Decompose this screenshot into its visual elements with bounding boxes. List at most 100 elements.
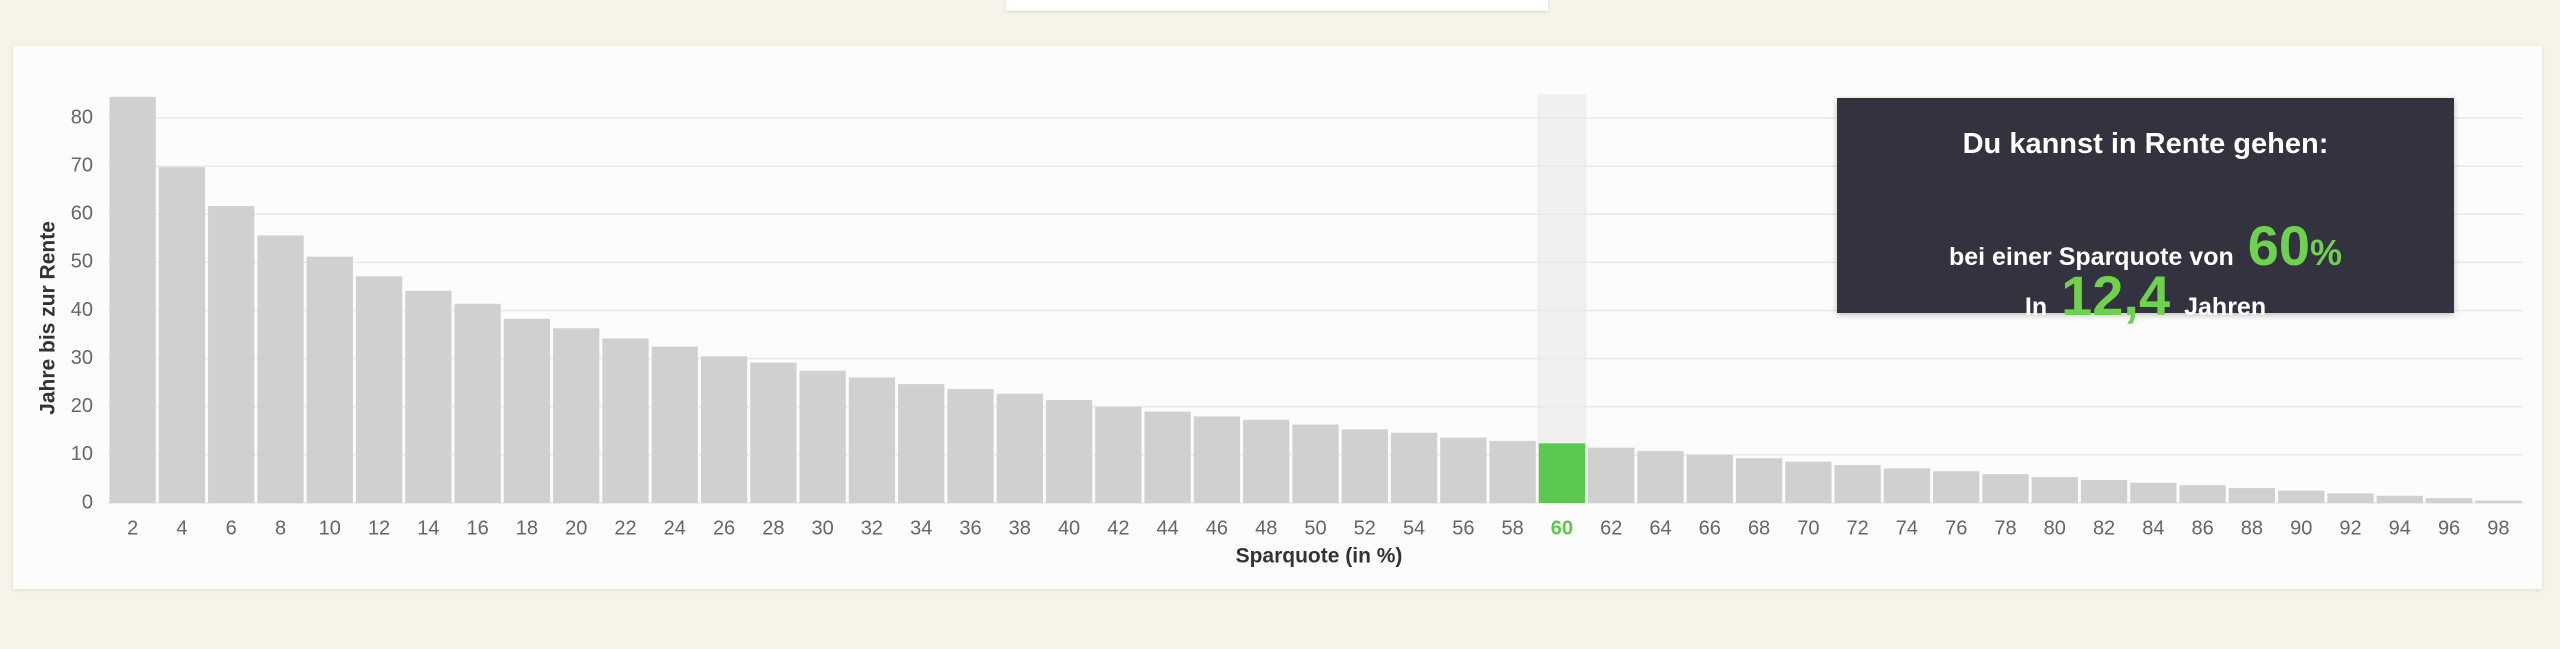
y-tick-label: 30 [71, 347, 93, 369]
x-tick-label: 28 [762, 517, 784, 539]
x-tick-label: 20 [565, 517, 587, 539]
x-tick-label: 32 [861, 517, 883, 539]
info-text: Jahren [2184, 293, 2267, 321]
x-tick-label: 34 [910, 517, 932, 539]
x-tick-label: 68 [1748, 517, 1770, 539]
x-tick-label: 52 [1354, 517, 1376, 539]
x-tick-label: 6 [226, 517, 237, 539]
x-tick-label: 84 [2142, 517, 2164, 539]
bar [2376, 495, 2423, 503]
bar [2475, 500, 2522, 503]
bar [1292, 424, 1339, 503]
x-tick-label: 10 [319, 517, 341, 539]
y-tick-label: 70 [71, 154, 93, 176]
bar [2327, 493, 2374, 503]
bar [1933, 471, 1980, 503]
x-tick-label: 36 [959, 517, 981, 539]
bar [1144, 411, 1191, 503]
x-tick-label: 96 [2438, 517, 2460, 539]
x-axis-title: Sparquote (in %) [1236, 545, 1403, 568]
bar [454, 303, 501, 503]
bar [2031, 477, 2078, 503]
x-tick-label: 30 [812, 517, 834, 539]
bar [306, 256, 353, 503]
bar [1785, 461, 1832, 503]
bar [1834, 464, 1881, 503]
x-tick-label: 58 [1502, 517, 1524, 539]
bar [2130, 482, 2177, 503]
x-tick-label: 54 [1403, 517, 1425, 539]
bar [503, 318, 551, 503]
bar [750, 362, 797, 503]
top-card [1006, 0, 1548, 11]
bar [651, 346, 698, 503]
bar [208, 206, 255, 503]
bar [1982, 474, 2029, 503]
x-tick-label: 62 [1600, 517, 1622, 539]
y-tick-label: 60 [71, 203, 93, 225]
x-tick-label: 80 [2044, 517, 2066, 539]
x-tick-label: 50 [1304, 517, 1326, 539]
bar [1637, 451, 1684, 503]
x-tick-label: 70 [1797, 517, 1819, 539]
bar [848, 377, 896, 503]
x-tick-label: 48 [1255, 517, 1277, 539]
x-tick-label: 56 [1452, 517, 1474, 539]
y-tick-label: 50 [71, 251, 93, 273]
info-title: Du kannst in Rente gehen: [1962, 128, 2329, 160]
y-tick-label: 0 [82, 491, 93, 513]
bar [2425, 498, 2473, 503]
y-tick-label: 40 [71, 299, 93, 321]
x-tick-label: 42 [1107, 517, 1129, 539]
bar [405, 290, 452, 503]
bar [1045, 400, 1093, 503]
x-tick-label: 38 [1009, 517, 1031, 539]
x-tick-label: 26 [713, 517, 735, 539]
x-tick-label: 46 [1206, 517, 1228, 539]
bar [799, 370, 846, 503]
bar [109, 96, 156, 504]
x-tick-label: 72 [1847, 517, 1869, 539]
bar [1390, 432, 1438, 503]
y-tick-label: 20 [71, 395, 93, 417]
x-tick-label: 60 [1551, 517, 1573, 539]
bar [1588, 447, 1635, 503]
x-tick-label: 98 [2487, 517, 2509, 539]
info-text: In [2024, 293, 2048, 321]
info-rate-unit: % [2310, 232, 2343, 273]
bar [1095, 406, 1142, 503]
bar [1440, 437, 1487, 503]
bar [553, 328, 600, 503]
bar [947, 388, 994, 503]
x-tick-label: 90 [2290, 517, 2312, 539]
x-tick-label: 86 [2192, 517, 2214, 539]
bar [1735, 458, 1783, 503]
x-tick-label: 78 [1994, 517, 2016, 539]
x-tick-label: 2 [127, 517, 138, 539]
info-years: 12,4 [2061, 264, 2171, 327]
bar [898, 384, 945, 503]
y-tick-label: 10 [71, 443, 93, 465]
bar [700, 356, 748, 503]
x-tick-label: 88 [2241, 517, 2263, 539]
bar [1341, 429, 1388, 503]
bar [1883, 468, 1931, 503]
bar [2228, 488, 2276, 503]
bar [1489, 440, 1536, 503]
x-tick-label: 94 [2389, 517, 2411, 539]
x-tick-label: 66 [1699, 517, 1721, 539]
x-tick-label: 12 [368, 517, 390, 539]
bar [2278, 490, 2325, 503]
bar [355, 276, 403, 503]
bar [996, 393, 1043, 503]
highlight-column [1537, 94, 1587, 503]
info-rate: 60 [2247, 214, 2311, 277]
x-tick-label: 16 [467, 517, 489, 539]
bar [158, 167, 206, 503]
bar [2080, 479, 2128, 503]
bar [1243, 419, 1290, 503]
info-box: Du kannst in Rente gehen: In 12,4 Jahren… [1837, 98, 2454, 327]
x-tick-label: 44 [1157, 517, 1179, 539]
x-tick-label: 82 [2093, 517, 2115, 539]
